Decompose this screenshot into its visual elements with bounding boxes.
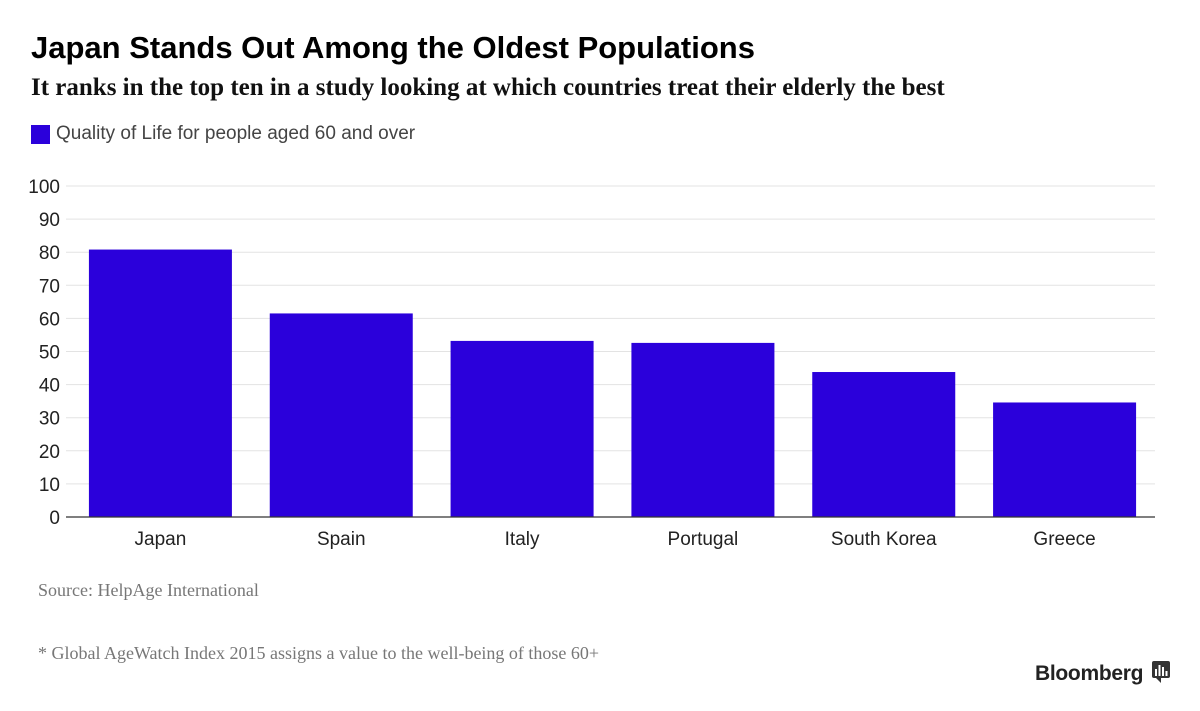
x-tick-label: Italy [505,529,540,550]
brand-logo: Bloomberg [1035,662,1144,685]
y-tick-label: 70 [39,276,60,297]
y-tick-label: 100 [28,177,60,198]
legend: Quality of Life for people aged 60 and o… [31,122,415,146]
y-tick-label: 60 [39,309,60,330]
bar-italy [450,340,594,517]
source-note: Source: HelpAge International [38,580,259,600]
y-tick-label: 40 [39,376,60,397]
y-tick-label: 80 [39,243,60,264]
footnote: * Global AgeWatch Index 2015 assigns a v… [38,643,600,663]
y-tick-label: 90 [39,210,60,231]
bar-portugal [631,342,775,517]
chart-title: Japan Stands Out Among the Oldest Popula… [31,30,755,65]
x-tick-label: Portugal [668,529,739,550]
x-tick-label: Greece [1033,529,1095,550]
bloomberg-chart-icon [1152,660,1171,688]
y-tick-label: 20 [39,442,60,463]
x-tick-label: Spain [317,529,366,550]
bar-south-korea [812,372,956,517]
chart-subtitle: It ranks in the top ten in a study looki… [31,74,945,101]
bar-greece [993,402,1137,517]
axes: 0 10 20 30 40 50 60 70 80 90 100 Japan Spain Italy Por… [28,177,1155,550]
bar-spain [269,313,413,517]
y-tick-label: 0 [49,508,60,529]
bar-japan [88,249,232,517]
bars [88,249,1137,517]
y-tick-label: 10 [39,475,60,496]
legend-swatch [31,124,50,144]
y-tick-label: 50 [39,343,60,364]
grid-lines [66,185,1155,485]
x-tick-label: South Korea [831,529,937,550]
y-tick-label: 30 [39,409,60,430]
x-tick-label: Japan [135,529,187,550]
legend-label: Quality of Life for people aged 60 and o… [56,123,416,144]
brand: Bloomberg [1035,660,1171,688]
